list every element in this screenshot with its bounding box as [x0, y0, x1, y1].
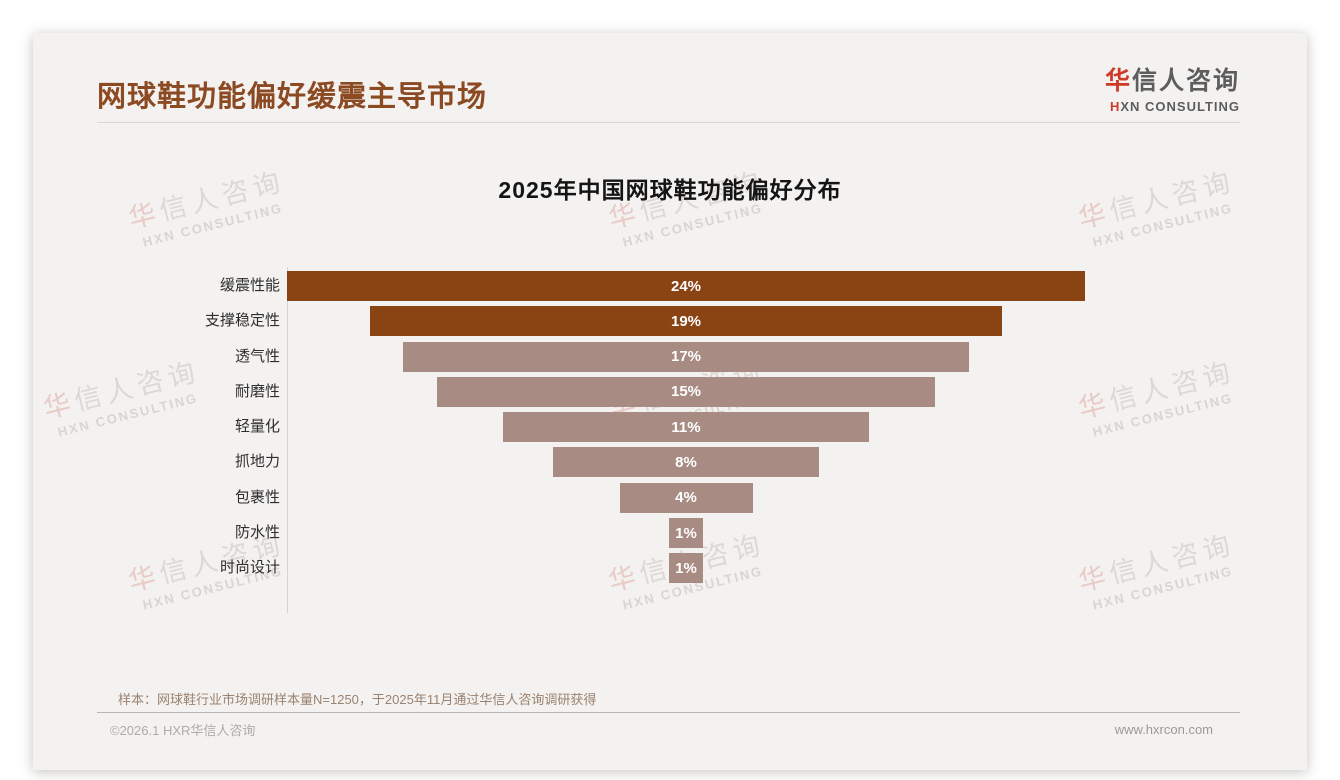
logo-en-text: HXN CONSULTING — [1109, 99, 1240, 114]
funnel-bar: 15% — [436, 376, 936, 407]
value-label: 1% — [675, 524, 697, 542]
funnel-bar: 8% — [553, 447, 819, 478]
category-label: 支撑稳定性 — [204, 312, 280, 330]
category-label: 时尚设计 — [219, 559, 280, 577]
funnel-row: 透气性 17% — [33, 341, 1307, 377]
funnel-bar: 17% — [403, 341, 969, 372]
copyright-text: ©2026.1 HXR华信人咨询 — [110, 723, 256, 738]
funnel-row: 时尚设计 1% — [33, 553, 1307, 588]
value-label: 17% — [670, 348, 702, 366]
funnel-bar: 4% — [619, 482, 753, 513]
funnel-row: 支撑稳定性 19% — [33, 306, 1307, 341]
header-divider — [97, 122, 1240, 123]
category-label: 缓震性能 — [219, 277, 280, 294]
value-label: 4% — [675, 489, 697, 507]
category-label: 轻量化 — [234, 418, 280, 436]
funnel-row: 耐磨性 15% — [33, 376, 1307, 412]
category-label: 透气性 — [234, 347, 280, 365]
value-label: 8% — [675, 453, 697, 471]
y-axis-line — [287, 267, 288, 613]
funnel-bar: 1% — [669, 553, 703, 584]
page-title: 网球鞋功能偏好缓震主导市场 — [97, 81, 488, 113]
footer-divider — [97, 712, 1240, 713]
website-url: www.hxrcon.com — [1114, 722, 1213, 737]
funnel-row: 防水性 1% — [33, 518, 1307, 553]
category-label: 包裹性 — [234, 488, 280, 506]
category-label: 耐磨性 — [234, 382, 280, 400]
funnel-bar: 11% — [503, 412, 869, 443]
sample-note: 样本：网球鞋行业市场调研样本量N=1250，于2025年11月通过华信人咨询调研… — [118, 692, 597, 707]
funnel-bar: 19% — [370, 306, 1002, 337]
chart-title: 2025年中国网球鞋功能偏好分布 — [498, 177, 842, 203]
value-label: 24% — [670, 277, 702, 295]
value-label: 15% — [670, 383, 702, 401]
funnel-row: 包裹性 4% — [33, 482, 1307, 518]
funnel-row: 轻量化 11% — [33, 412, 1307, 447]
funnel-row: 抓地力 8% — [33, 447, 1307, 482]
funnel-chart: 缓震性能 24% 支撑稳定性 19% 透气性 17% 耐磨性 15% 轻量化 11% 抓地力 8% 包裹… — [33, 271, 1307, 589]
category-label: 防水性 — [234, 524, 280, 542]
value-label: 1% — [675, 559, 697, 577]
category-label: 抓地力 — [234, 453, 280, 471]
value-label: 19% — [670, 312, 702, 330]
funnel-bar: 24% — [287, 271, 1085, 301]
company-logo: 华信人咨询 HXN CONSULTING — [1105, 61, 1240, 114]
logo-cn-text: 华信人咨询 — [1104, 67, 1240, 95]
value-label: 11% — [671, 418, 701, 436]
funnel-bar: 1% — [669, 518, 703, 549]
report-card: 华信人咨询 HXN CONSULTING 华信人咨询 HXN CONSULTIN… — [33, 33, 1307, 770]
funnel-row: 缓震性能 24% — [33, 271, 1307, 306]
